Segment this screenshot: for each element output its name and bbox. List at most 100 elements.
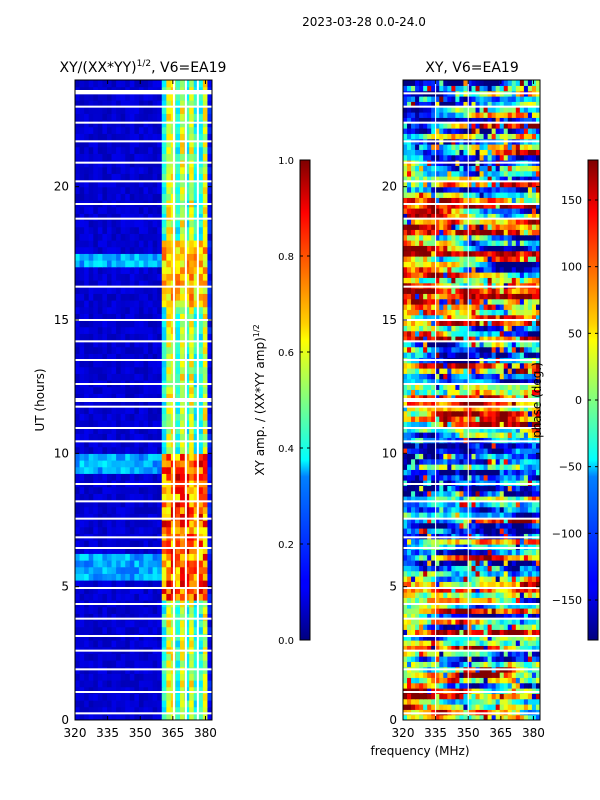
phase-cell xyxy=(523,672,529,678)
phase-cell xyxy=(467,629,473,636)
amplitude-cell xyxy=(161,113,167,121)
phase-cell xyxy=(463,709,469,716)
amplitude-cell xyxy=(152,673,158,681)
amplitude-cell xyxy=(88,540,94,548)
amplitude-cell xyxy=(148,146,154,154)
amplitude-cell xyxy=(138,546,145,554)
phase-cell xyxy=(463,544,469,550)
amplitude-cell xyxy=(84,680,90,688)
amplitude-cell xyxy=(184,80,190,88)
phase-cell xyxy=(435,650,440,657)
phase-cell xyxy=(411,554,416,561)
amplitude-cell xyxy=(148,253,154,261)
amplitude-cell xyxy=(111,220,117,228)
amplitude-cell xyxy=(189,106,195,114)
amplitude-cell xyxy=(202,686,209,694)
amplitude-cell xyxy=(106,440,113,448)
amplitude-cell xyxy=(157,280,163,288)
amplitude-cell xyxy=(134,286,140,294)
amplitude-cell xyxy=(157,206,163,214)
amplitude-cell xyxy=(106,266,113,274)
phase-cell xyxy=(467,485,473,492)
phase-cell xyxy=(439,437,444,444)
phase-cell xyxy=(415,688,420,694)
phase-cell xyxy=(403,400,408,406)
phase-cell xyxy=(463,474,469,481)
phase-cell xyxy=(431,597,436,604)
phase-cell xyxy=(403,496,408,502)
amplitude-cell xyxy=(93,460,99,468)
phase-cell xyxy=(403,650,408,657)
amplitude-cell xyxy=(84,713,90,720)
amplitude-cell xyxy=(143,593,149,601)
phase-cell xyxy=(419,517,424,524)
phase-cell xyxy=(455,650,461,657)
amplitude-cell xyxy=(125,146,131,154)
phase-cell xyxy=(431,624,436,630)
phase-cell xyxy=(503,554,509,561)
phase-cell xyxy=(491,442,497,449)
amplitude-cell xyxy=(120,680,126,688)
amplitude-cell xyxy=(143,320,149,328)
amplitude-cell xyxy=(180,406,186,414)
phase-cell xyxy=(491,432,497,438)
amplitude-cell xyxy=(125,573,131,581)
amplitude-cell xyxy=(193,420,199,428)
amplitude-cell xyxy=(75,500,81,508)
phase-cell xyxy=(495,634,501,641)
phase-cell xyxy=(407,405,412,412)
amplitude-cell xyxy=(125,433,131,441)
amplitude-cell xyxy=(166,546,172,554)
phase-cell xyxy=(423,437,428,444)
amplitude-cell xyxy=(129,260,135,268)
amplitude-cell xyxy=(152,133,158,141)
phase-cell xyxy=(439,469,444,476)
amplitude-cell xyxy=(157,673,163,681)
amplitude-cell xyxy=(207,713,212,720)
phase-cell xyxy=(459,474,465,481)
phase-cell xyxy=(415,442,420,449)
phase-cell xyxy=(523,464,529,470)
amplitude-cell xyxy=(189,340,195,348)
figure-suptitle: 2023-03-28 0.0-24.0 xyxy=(302,15,426,29)
phase-cell xyxy=(531,709,537,716)
phase-cell xyxy=(415,576,420,582)
amplitude-cell xyxy=(75,586,81,594)
phase-cell xyxy=(499,597,505,604)
phase-cell xyxy=(475,581,481,588)
amplitude-cell xyxy=(148,640,154,648)
phase-cell xyxy=(415,490,420,497)
amplitude-cell xyxy=(120,100,126,108)
phase-cell xyxy=(531,464,537,470)
amplitude-cell xyxy=(75,546,81,554)
amplitude-cell xyxy=(111,540,117,548)
amplitude-cell xyxy=(184,286,190,294)
amplitude-cell xyxy=(180,546,186,554)
phase-cell xyxy=(491,650,497,657)
amplitude-cell xyxy=(129,213,135,221)
amplitude-cell xyxy=(184,233,190,241)
amplitude-cell xyxy=(198,426,204,434)
phase-cell xyxy=(411,416,416,422)
amplitude-cell xyxy=(180,206,186,214)
amplitude-cell xyxy=(102,526,108,534)
phase-cell xyxy=(503,522,509,529)
amplitude-cell xyxy=(93,506,99,514)
phase-cell xyxy=(511,634,517,641)
phase-cell xyxy=(447,554,452,561)
amplitude-cell xyxy=(175,693,181,701)
phase-cell xyxy=(463,677,469,684)
amplitude-cell xyxy=(79,173,85,181)
amplitude-cell xyxy=(161,553,167,561)
amplitude-cell xyxy=(125,606,131,614)
amplitude-cell xyxy=(152,226,158,234)
phase-cell xyxy=(487,581,493,588)
phase-cell xyxy=(479,522,485,529)
amplitude-cell xyxy=(106,433,113,441)
amplitude-cell xyxy=(75,260,81,268)
amplitude-cell xyxy=(152,686,158,694)
amplitude-cell xyxy=(207,446,212,454)
amplitude-cell xyxy=(125,180,131,188)
phase-cell xyxy=(515,656,521,662)
amplitude-cell xyxy=(84,333,90,341)
